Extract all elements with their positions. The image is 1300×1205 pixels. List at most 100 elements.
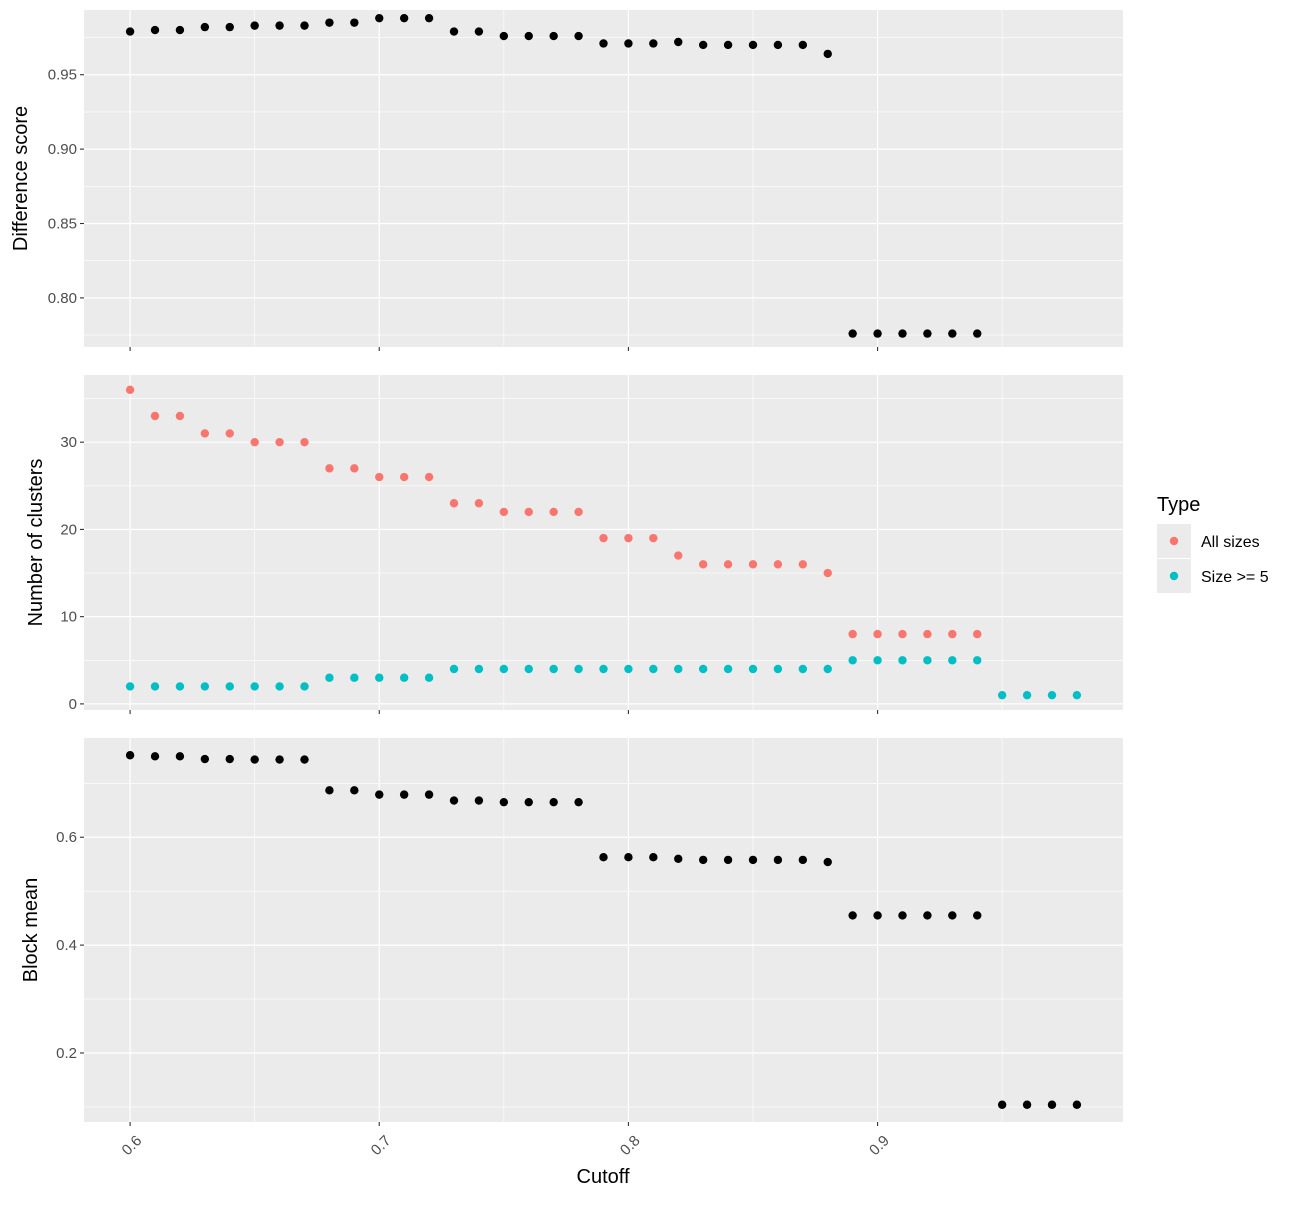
legend-label-size-ge-5: Size >= 5 (1201, 569, 1269, 586)
panel-difference-score: 0.80 0.85 0.90 0.95 Difference score (10, 10, 1123, 351)
data-point (549, 507, 558, 517)
data-point (449, 664, 459, 674)
data-point (574, 797, 583, 807)
data-point (698, 664, 708, 674)
y-tick-label: 0.4 (56, 937, 77, 954)
data-point (923, 329, 932, 338)
data-point (300, 21, 309, 30)
data-point (250, 682, 259, 691)
data-point (624, 533, 633, 543)
data-point (225, 754, 234, 764)
data-point (125, 385, 135, 395)
data-point (748, 40, 758, 50)
data-point (748, 664, 758, 674)
data-point (649, 664, 658, 674)
data-point (150, 682, 160, 691)
data-point (399, 472, 409, 482)
panel-background (84, 738, 1123, 1122)
data-point (773, 560, 783, 569)
data-point (599, 852, 608, 862)
data-point (723, 855, 733, 865)
data-point (275, 21, 284, 30)
data-point (449, 499, 459, 508)
data-point (549, 797, 558, 807)
data-point (973, 629, 982, 639)
data-point (649, 39, 658, 48)
data-point (848, 629, 857, 639)
data-point (1072, 690, 1082, 700)
data-point (948, 656, 957, 665)
data-point (898, 329, 907, 338)
data-point (624, 664, 633, 674)
data-point (399, 13, 409, 23)
data-point (798, 40, 808, 50)
data-point (748, 855, 758, 865)
data-point (823, 664, 832, 674)
y-tick-label: 30 (60, 434, 77, 451)
data-point (474, 664, 484, 674)
data-point (375, 472, 384, 482)
panel-block-mean: 0.2 0.4 0.6 0.6 0.7 0.8 0.9 Block mean (20, 738, 1123, 1159)
data-point (973, 656, 982, 665)
data-point (225, 22, 234, 32)
data-point (973, 911, 982, 920)
data-point (948, 329, 957, 338)
panel-background (84, 375, 1123, 710)
data-point (350, 786, 359, 795)
data-point (798, 664, 808, 674)
x-tick-label: 0.7 (368, 1132, 395, 1159)
data-point (300, 437, 309, 447)
data-point (275, 682, 284, 691)
data-point (997, 1100, 1007, 1109)
data-point (300, 755, 309, 764)
y-tick-label: 0.90 (48, 141, 77, 158)
data-point (325, 464, 334, 473)
data-point (848, 329, 857, 338)
data-point (873, 656, 882, 665)
y-tick-label: 0 (69, 696, 77, 713)
data-point (1022, 690, 1032, 700)
data-point (549, 664, 558, 674)
data-point (125, 682, 135, 691)
data-point (599, 533, 608, 543)
data-point (674, 664, 683, 674)
data-point (524, 797, 533, 807)
data-point (150, 752, 160, 761)
data-point (225, 429, 234, 438)
data-point (424, 673, 434, 682)
data-point (649, 852, 658, 862)
series-points (125, 13, 982, 338)
data-point (698, 855, 708, 865)
data-point (624, 852, 633, 862)
data-point (125, 27, 135, 36)
data-point (873, 911, 882, 920)
y-axis-title-difference-score: Difference score (10, 106, 32, 251)
data-point (948, 629, 957, 639)
data-point (474, 796, 484, 805)
data-point (898, 629, 907, 639)
data-point (200, 682, 210, 691)
data-point (200, 429, 210, 438)
data-point (125, 751, 135, 760)
series-points (125, 751, 1082, 1109)
y-tick-label: 0.85 (48, 216, 77, 233)
data-point (175, 682, 185, 691)
x-tick-label: 0.6 (119, 1132, 146, 1159)
x-axis-title: Cutoff (577, 1166, 630, 1188)
data-point (923, 911, 932, 920)
data-point (150, 411, 160, 421)
data-point (948, 911, 957, 920)
data-point (175, 25, 185, 35)
data-point (798, 560, 808, 569)
data-point (873, 329, 882, 338)
data-point (350, 18, 359, 27)
data-point (250, 21, 259, 30)
data-point (499, 507, 509, 517)
x-tick-label: 0.9 (866, 1132, 893, 1159)
data-point (524, 31, 533, 41)
data-point (275, 437, 284, 447)
data-point (375, 673, 384, 682)
data-point (424, 13, 434, 23)
